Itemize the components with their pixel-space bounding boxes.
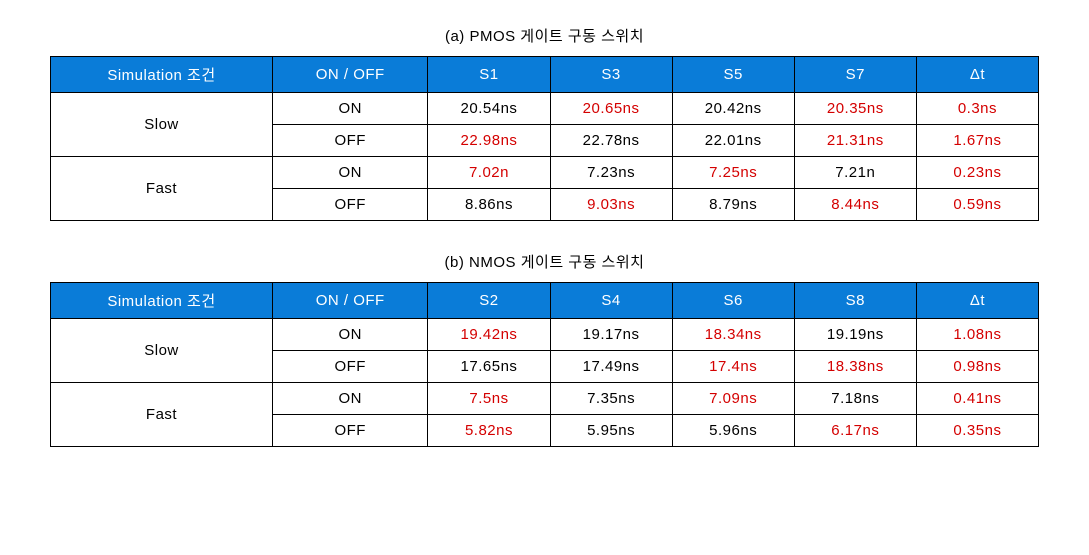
data-cell: 7.35ns — [550, 383, 672, 415]
data-cell: 7.23ns — [550, 157, 672, 189]
data-cell: 6.17ns — [794, 415, 916, 447]
table-row: SlowON19.42ns19.17ns18.34ns19.19ns1.08ns — [51, 319, 1039, 351]
table-row: FastON7.5ns7.35ns7.09ns7.18ns0.41ns — [51, 383, 1039, 415]
onoff-cell: ON — [273, 383, 428, 415]
table-b-caption: (b) NMOS 게이트 구동 스위치 — [50, 251, 1039, 272]
header-cell: Δt — [916, 283, 1038, 319]
data-cell: 0.98ns — [916, 351, 1038, 383]
table-a-head: Simulation 조건 ON / OFF S1 S3 S5 S7 Δt — [51, 57, 1039, 93]
data-cell: 17.49ns — [550, 351, 672, 383]
header-cell: S2 — [428, 283, 550, 319]
table-b-block: (b) NMOS 게이트 구동 스위치 Simulation 조건 ON / O… — [50, 251, 1039, 447]
header-cell: ON / OFF — [273, 283, 428, 319]
table-a: Simulation 조건 ON / OFF S1 S3 S5 S7 Δt Sl… — [50, 56, 1039, 221]
onoff-cell: OFF — [273, 351, 428, 383]
header-cell: S3 — [550, 57, 672, 93]
onoff-cell: ON — [273, 157, 428, 189]
data-cell: 22.98ns — [428, 125, 550, 157]
data-cell: 1.67ns — [916, 125, 1038, 157]
data-cell: 20.42ns — [672, 93, 794, 125]
onoff-cell: OFF — [273, 189, 428, 221]
onoff-cell: OFF — [273, 415, 428, 447]
table-b: Simulation 조건 ON / OFF S2 S4 S6 S8 Δt Sl… — [50, 282, 1039, 447]
data-cell: 7.5ns — [428, 383, 550, 415]
data-cell: 8.86ns — [428, 189, 550, 221]
condition-cell: Slow — [51, 93, 273, 157]
data-cell: 22.78ns — [550, 125, 672, 157]
header-cell: S7 — [794, 57, 916, 93]
data-cell: 9.03ns — [550, 189, 672, 221]
table-a-body: SlowON20.54ns20.65ns20.42ns20.35ns0.3nsO… — [51, 93, 1039, 221]
table-row: FastON7.02n7.23ns7.25ns7.21n0.23ns — [51, 157, 1039, 189]
table-b-body: SlowON19.42ns19.17ns18.34ns19.19ns1.08ns… — [51, 319, 1039, 447]
onoff-cell: ON — [273, 93, 428, 125]
onoff-cell: ON — [273, 319, 428, 351]
table-row: SlowON20.54ns20.65ns20.42ns20.35ns0.3ns — [51, 93, 1039, 125]
data-cell: 0.35ns — [916, 415, 1038, 447]
data-cell: 19.17ns — [550, 319, 672, 351]
data-cell: 17.65ns — [428, 351, 550, 383]
header-cell: S8 — [794, 283, 916, 319]
data-cell: 21.31ns — [794, 125, 916, 157]
header-cell: Simulation 조건 — [51, 283, 273, 319]
condition-cell: Fast — [51, 157, 273, 221]
data-cell: 17.4ns — [672, 351, 794, 383]
condition-cell: Slow — [51, 319, 273, 383]
data-cell: 5.95ns — [550, 415, 672, 447]
data-cell: 0.23ns — [916, 157, 1038, 189]
data-cell: 5.82ns — [428, 415, 550, 447]
onoff-cell: OFF — [273, 125, 428, 157]
data-cell: 18.34ns — [672, 319, 794, 351]
data-cell: 20.35ns — [794, 93, 916, 125]
header-cell: Simulation 조건 — [51, 57, 273, 93]
table-a-block: (a) PMOS 게이트 구동 스위치 Simulation 조건 ON / O… — [50, 25, 1039, 221]
header-cell: S1 — [428, 57, 550, 93]
header-cell: Δt — [916, 57, 1038, 93]
data-cell: 7.09ns — [672, 383, 794, 415]
header-cell: S5 — [672, 57, 794, 93]
data-cell: 8.79ns — [672, 189, 794, 221]
table-b-head: Simulation 조건 ON / OFF S2 S4 S6 S8 Δt — [51, 283, 1039, 319]
data-cell: 7.02n — [428, 157, 550, 189]
data-cell: 1.08ns — [916, 319, 1038, 351]
data-cell: 5.96ns — [672, 415, 794, 447]
data-cell: 20.54ns — [428, 93, 550, 125]
table-a-caption: (a) PMOS 게이트 구동 스위치 — [50, 25, 1039, 46]
header-cell: ON / OFF — [273, 57, 428, 93]
data-cell: 22.01ns — [672, 125, 794, 157]
header-cell: S4 — [550, 283, 672, 319]
header-cell: S6 — [672, 283, 794, 319]
data-cell: 19.19ns — [794, 319, 916, 351]
data-cell: 0.59ns — [916, 189, 1038, 221]
data-cell: 19.42ns — [428, 319, 550, 351]
data-cell: 0.3ns — [916, 93, 1038, 125]
data-cell: 18.38ns — [794, 351, 916, 383]
data-cell: 0.41ns — [916, 383, 1038, 415]
condition-cell: Fast — [51, 383, 273, 447]
data-cell: 7.21n — [794, 157, 916, 189]
data-cell: 7.25ns — [672, 157, 794, 189]
data-cell: 20.65ns — [550, 93, 672, 125]
data-cell: 8.44ns — [794, 189, 916, 221]
data-cell: 7.18ns — [794, 383, 916, 415]
